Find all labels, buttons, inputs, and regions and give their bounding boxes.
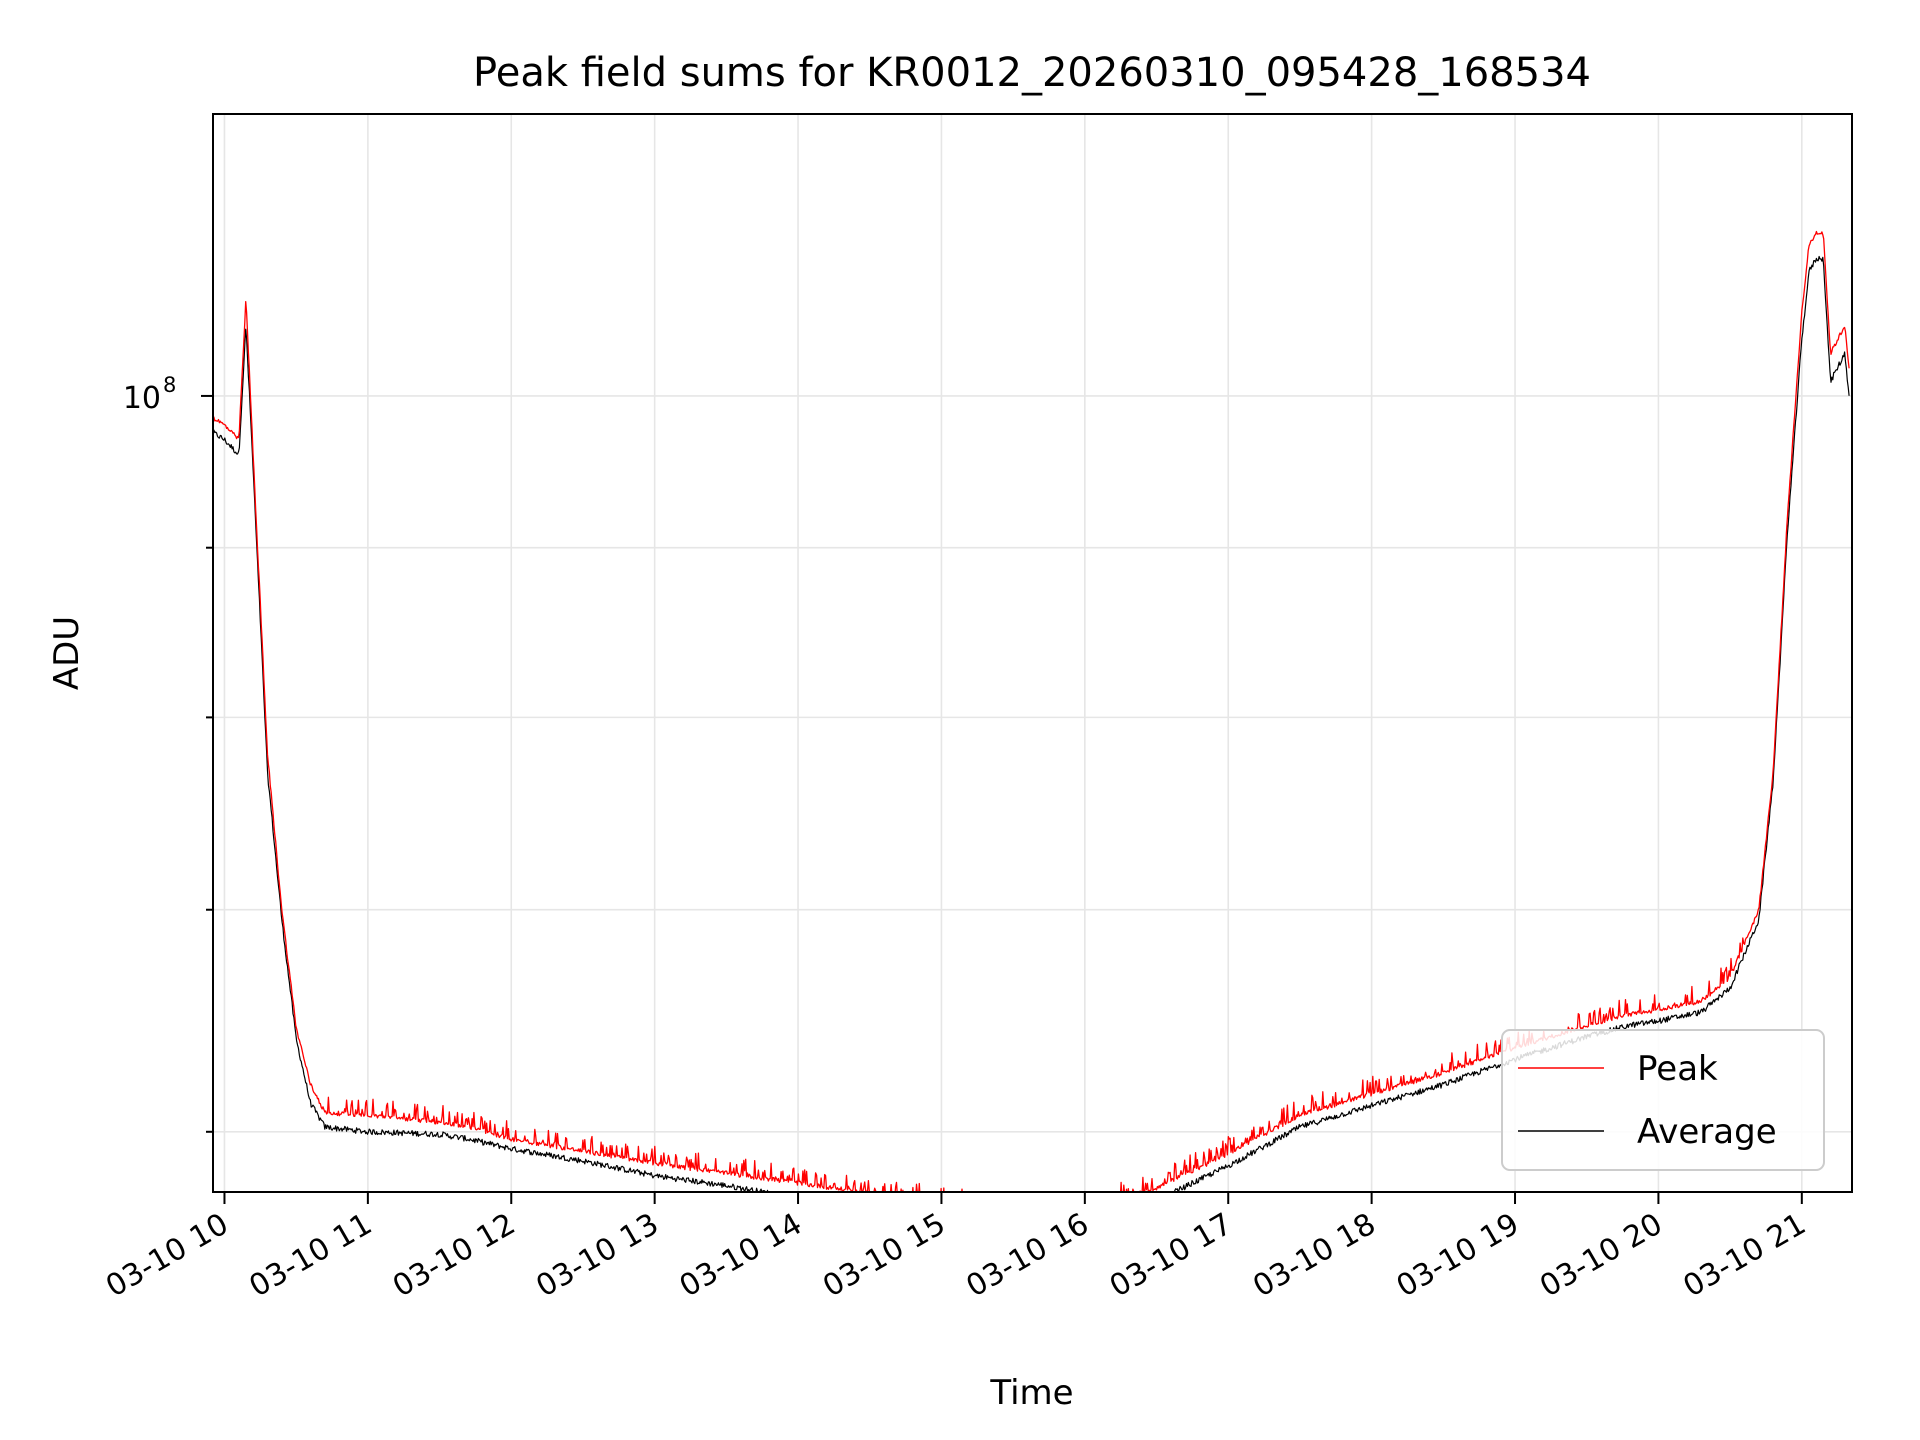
legend-peak-label: Peak [1637, 1049, 1718, 1089]
y-axis-label: ADU [47, 616, 87, 690]
legend-average-label: Average [1637, 1112, 1777, 1152]
y-tick-label-exponent: 8 [163, 373, 176, 397]
grid [213, 114, 1852, 1192]
plot-frame [212, 113, 1853, 1193]
legend: Peak Average [1501, 1029, 1825, 1171]
legend-box [1501, 1029, 1825, 1171]
y-tick-label: 10 [123, 381, 161, 416]
chart-title: Peak field sums for KR0012_20260310_0954… [473, 50, 1591, 96]
x-axis-label: Time [989, 1373, 1073, 1413]
